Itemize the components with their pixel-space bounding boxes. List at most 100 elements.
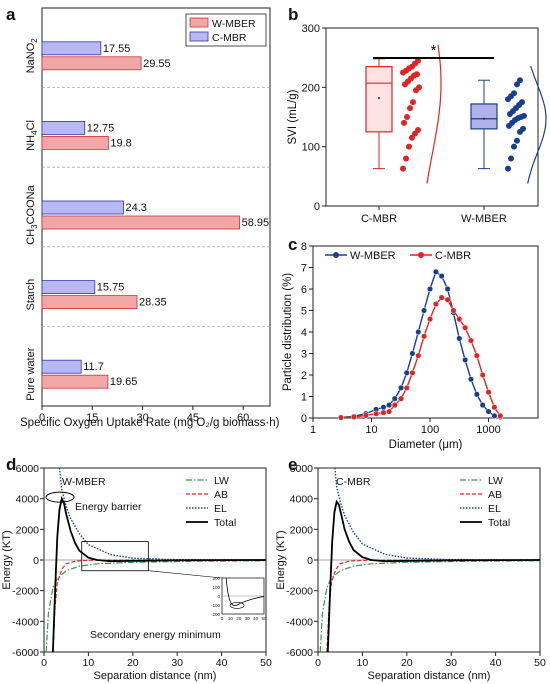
series-point <box>485 408 492 415</box>
series-point <box>426 316 434 323</box>
bar-value-label: 11.7 <box>83 361 104 373</box>
category-label-main: NH <box>25 135 37 151</box>
panel-title: C-MBR <box>336 476 371 488</box>
data-point <box>401 119 407 126</box>
bar-cmbr <box>41 41 102 56</box>
category-label: NaNO2 <box>25 38 39 74</box>
category-label-tail: COONa <box>25 184 37 224</box>
series-point <box>462 356 469 364</box>
category-label: CH3COONa <box>25 184 39 244</box>
data-point <box>409 134 415 141</box>
bar-cmbr <box>41 280 96 295</box>
x-tick-label: 0 <box>41 657 47 669</box>
y-tick-label: 2 <box>301 370 307 382</box>
y-tick-label: 4 <box>301 327 307 339</box>
y-tick-label: 1 <box>301 392 307 404</box>
series-point <box>479 371 486 379</box>
legend-swatch-wmber <box>189 17 209 28</box>
y-tick-label: 4000 <box>290 494 314 506</box>
series-point <box>438 294 445 301</box>
series-point <box>485 389 492 396</box>
legend-label-ab: AB <box>214 489 228 501</box>
legend-label-total: Total <box>214 517 236 529</box>
series-point <box>420 333 428 340</box>
category-label: Pure water <box>25 347 37 401</box>
category-label-tail: Cl <box>25 120 37 130</box>
y-tick-label: 4000 <box>16 494 40 506</box>
bar-value-label: 15.75 <box>97 282 125 294</box>
series-point <box>415 352 422 359</box>
y-tick-label: 2000 <box>16 524 40 536</box>
series-point <box>391 395 398 402</box>
panel-letter-b: b <box>288 5 298 24</box>
series-line-ab <box>52 559 266 652</box>
category-label-main: Starch <box>25 279 37 311</box>
series-point <box>409 369 416 376</box>
y-tick-label: -2000 <box>12 586 39 598</box>
inset-x-tick-label: 50 <box>261 616 267 621</box>
inset-y-tick-label: -200 <box>211 612 221 617</box>
x-tick-label: 40 <box>216 657 228 669</box>
legend-label-ab: AB <box>488 489 502 501</box>
x-tick-label: 45 <box>187 412 199 424</box>
inset-x-tick-label: 10 <box>228 616 234 621</box>
y-tick-label: 300 <box>302 23 320 35</box>
y-tick-label: 0 <box>314 201 320 213</box>
data-point <box>508 155 514 162</box>
x-axis-label: Separation distance (nm) <box>368 670 491 682</box>
series-point <box>473 391 480 398</box>
series-point <box>426 285 434 293</box>
data-point <box>414 71 420 78</box>
secondary-minimum-label: Secondary energy minimum <box>90 629 221 641</box>
panel-letter-d: d <box>6 455 16 474</box>
series-point <box>380 404 387 411</box>
data-point <box>416 84 422 91</box>
data-point <box>404 114 410 120</box>
series-point <box>373 410 380 417</box>
series-point <box>438 273 445 280</box>
category-label: Starch <box>25 279 37 311</box>
curve-group <box>319 468 540 652</box>
x-tick-label: 40 <box>490 657 502 669</box>
series-line-lw <box>45 560 266 652</box>
y-axis-label: Particle distribution (%) <box>282 273 294 391</box>
inset-y-tick-label: -100 <box>211 603 221 608</box>
y-tick-label: 3 <box>301 349 307 361</box>
x-tick-label: 50 <box>260 657 272 669</box>
series-point <box>467 376 475 383</box>
data-point <box>410 99 416 106</box>
series-line-el <box>58 468 266 561</box>
legend-marker-cmbr <box>418 252 424 258</box>
mean-marker <box>378 97 380 100</box>
series-line-lw <box>319 560 540 652</box>
x-axis-label: Diameter (μm) <box>389 439 463 451</box>
category-label-main: NaNO <box>25 42 37 73</box>
curve-group <box>45 468 266 652</box>
series-point <box>415 328 422 336</box>
y-tick-label: -6000 <box>286 647 313 659</box>
legend-label-cmbr: C-MBR <box>435 250 471 262</box>
y-axis-label: Energy (KT) <box>275 530 287 589</box>
x-tick-label: 1 <box>310 424 316 436</box>
series-point <box>450 307 457 314</box>
x-tick-label: 20 <box>127 657 139 669</box>
bar-wmber <box>41 215 241 230</box>
category-label-sub: 3 <box>30 224 39 229</box>
x-tick-label: 100 <box>421 424 439 436</box>
x-tick-label: 1000 <box>476 424 500 436</box>
bar-cmbr <box>41 200 124 215</box>
inset-y-tick-label: 200 <box>212 576 220 581</box>
bar-value-label: 17.55 <box>103 43 131 55</box>
density-curve <box>527 65 547 184</box>
zoom-connector <box>148 570 223 579</box>
category-label-sub: 4 <box>30 130 39 135</box>
series-point <box>337 414 344 421</box>
panel-title: W-MBER <box>62 476 106 488</box>
x-tick-label: 20 <box>401 657 413 669</box>
x-tick-label: 10 <box>365 424 377 436</box>
data-point <box>415 127 421 134</box>
category-label-main: CH <box>25 229 37 245</box>
y-tick-label: 6000 <box>290 463 314 475</box>
